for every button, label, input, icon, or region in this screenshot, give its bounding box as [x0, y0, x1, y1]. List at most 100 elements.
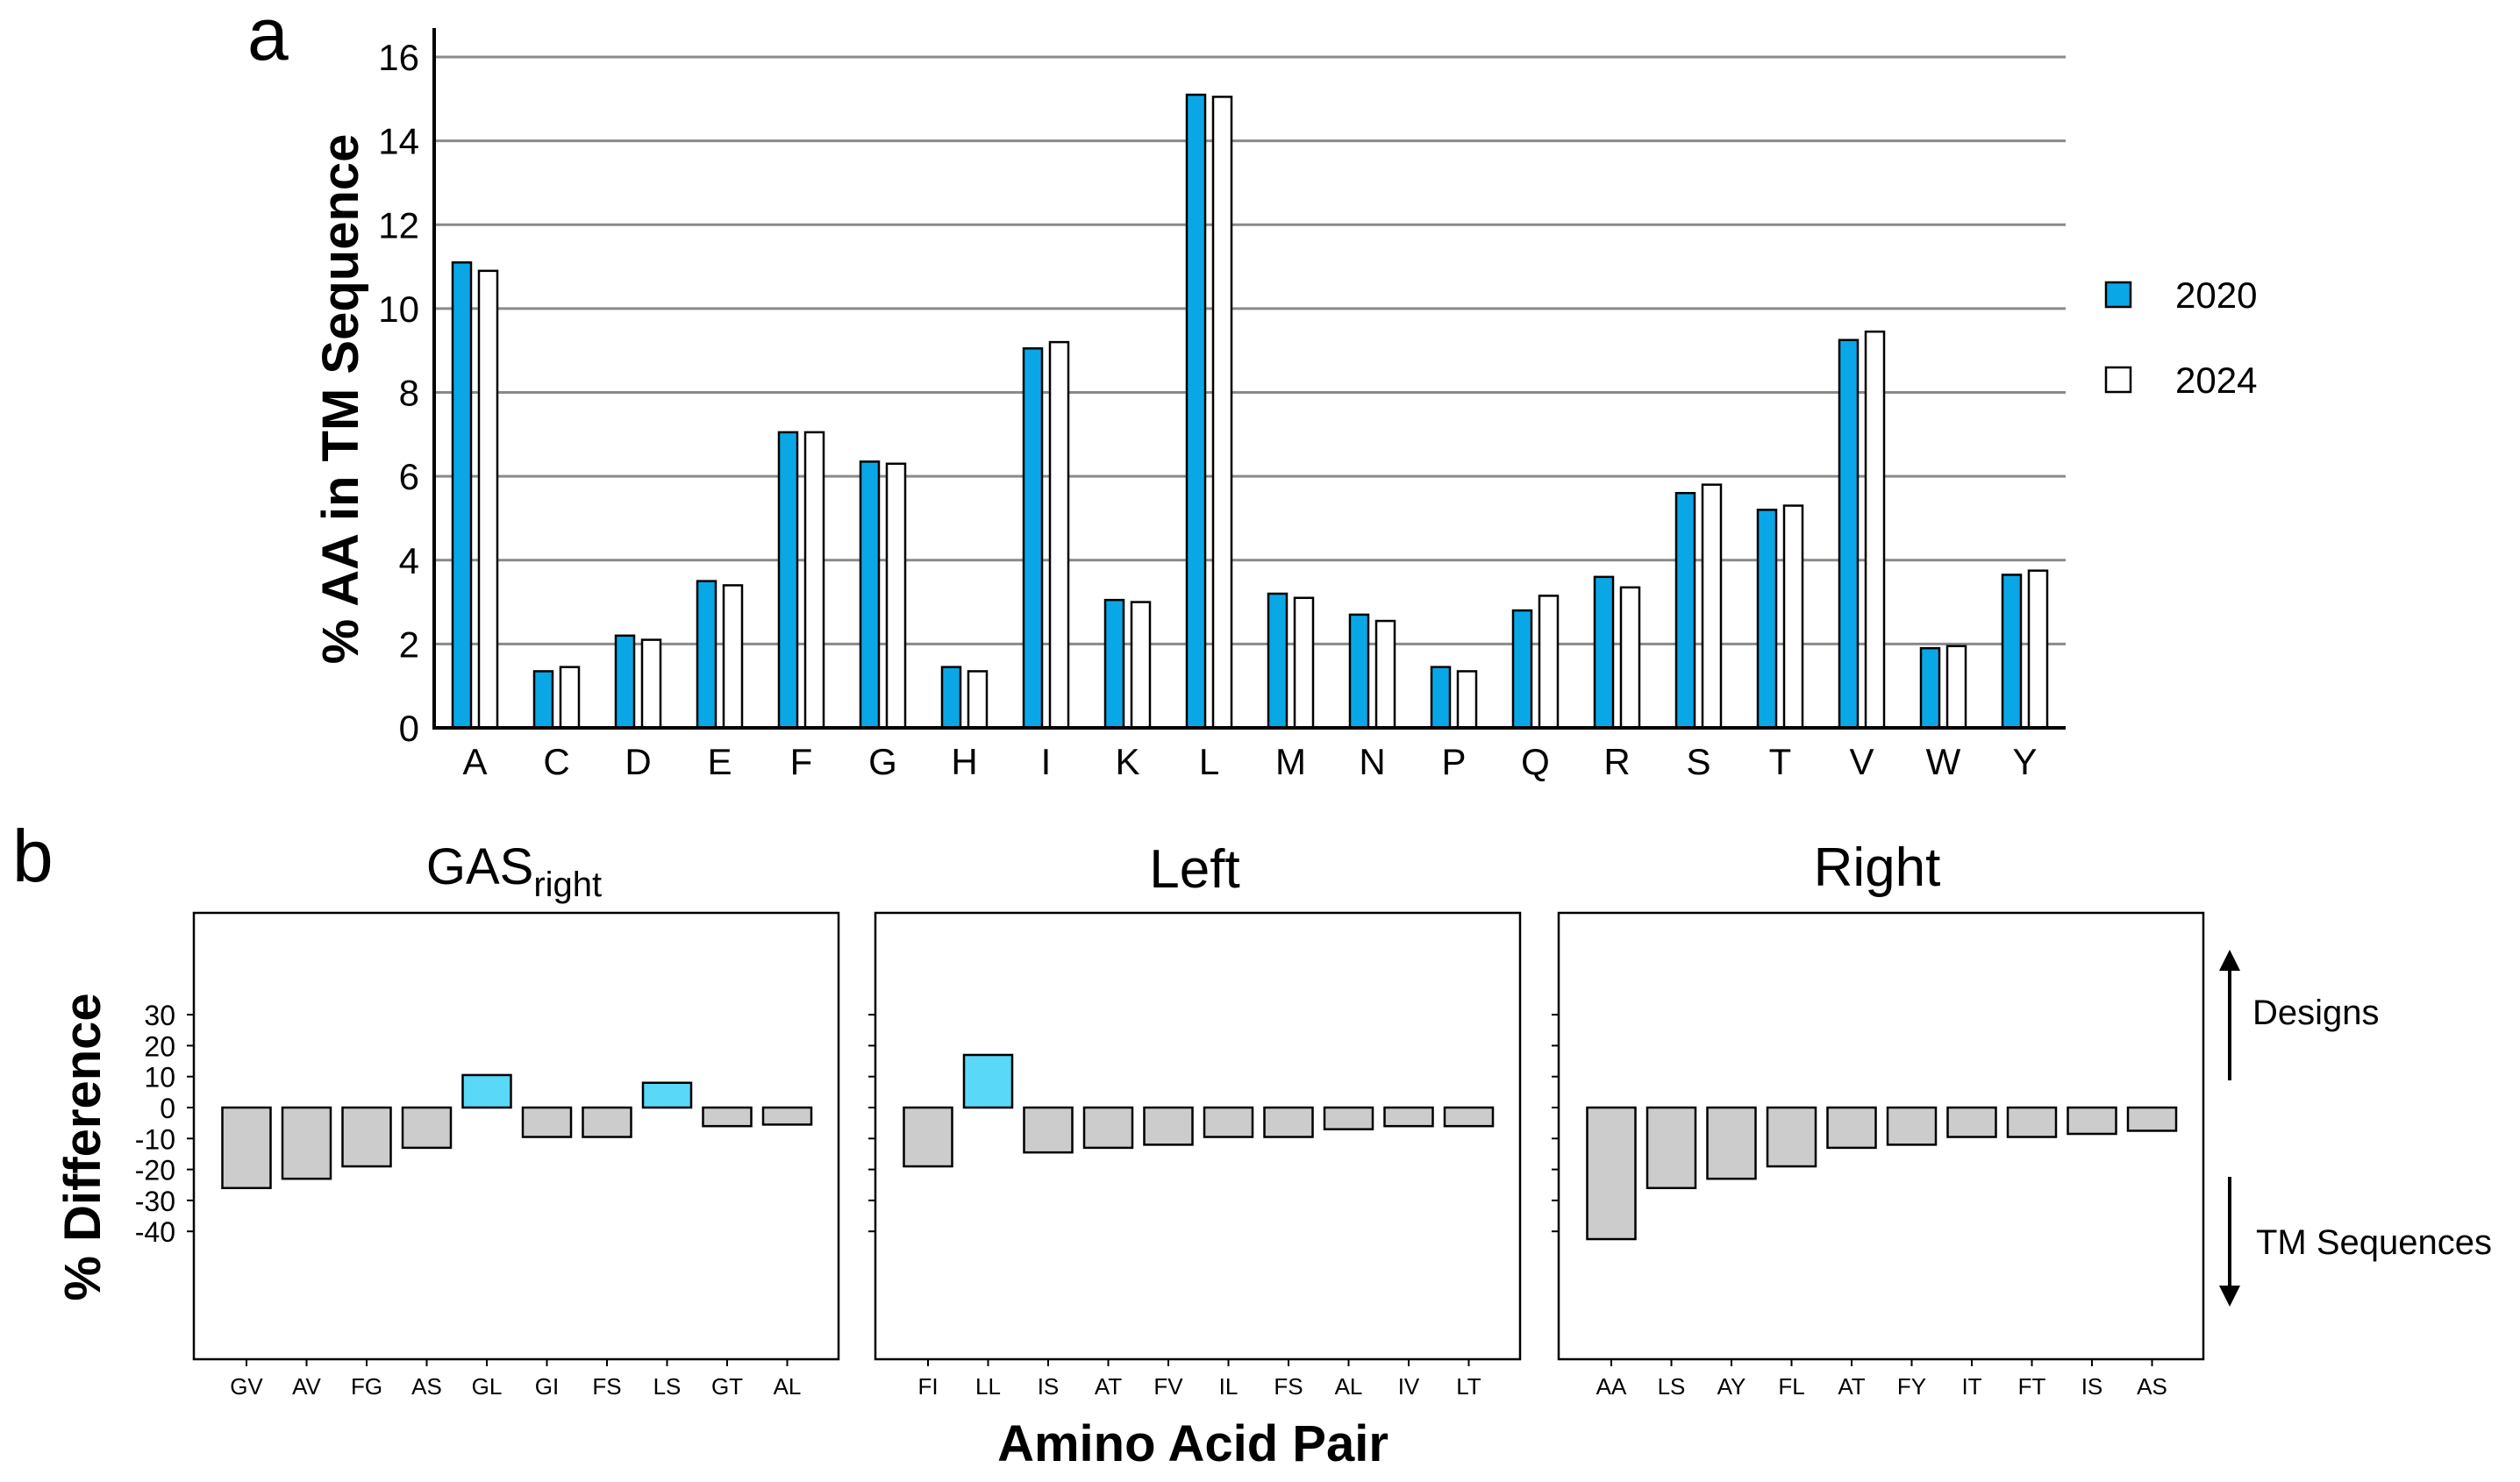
annotation-designs-label: Designs	[2252, 994, 2380, 1032]
x-tick-label-a: G	[868, 741, 897, 782]
bar-gasright-GI	[521, 1106, 573, 1138]
panel-b: b % Difference Amino Acid Pair GASright …	[12, 815, 2492, 1472]
x-tick-label-b: IL	[1219, 1373, 1239, 1400]
panel-b-label: b	[12, 815, 54, 897]
subplot-right-x-tick-labels: AA LS AY FL AT FY IT FT IS AS	[1596, 1359, 2167, 1400]
x-tick-label-b: FL	[1778, 1373, 1804, 1400]
x-tick-label-b: FV	[1153, 1373, 1183, 1400]
bar-2024-L	[1211, 96, 1233, 730]
bar-2020-M	[1267, 592, 1289, 730]
subplot-right-bars	[1586, 1106, 2178, 1241]
bar-gasright-FS	[582, 1106, 632, 1138]
y-tick-label-a: 16	[378, 37, 419, 78]
bar-2024-W	[1945, 645, 1967, 730]
x-tick-label-a: Q	[1521, 741, 1550, 782]
subplot-left-y-ticks	[868, 1014, 875, 1233]
bar-2024-R	[1619, 586, 1641, 730]
subplot-left-frame	[874, 911, 1522, 1361]
subplot-gas-right-bars	[221, 1073, 813, 1190]
x-tick-label-a: W	[1926, 741, 1961, 782]
bar-2020-W	[1919, 646, 1941, 730]
subplot-right-y-ticks	[1552, 1014, 1559, 1233]
x-tick-label-b: AY	[1717, 1373, 1746, 1400]
subplot-left: Left FI LL IS AT FV IL FS AL IV LT	[868, 839, 1522, 1400]
bar-left-AT	[1082, 1106, 1134, 1150]
x-tick-label-a: M	[1275, 741, 1306, 782]
y-tick-label-a: 14	[378, 121, 419, 162]
x-tick-label-b: IT	[1961, 1373, 1981, 1400]
bar-left-IL	[1203, 1106, 1254, 1138]
y-tick-label-b: 20	[144, 1030, 175, 1062]
bar-right-AY	[1706, 1106, 1757, 1180]
panel-a-bars	[451, 93, 2049, 730]
bar-left-FV	[1143, 1106, 1194, 1146]
x-tick-label-b: LS	[653, 1373, 682, 1400]
x-tick-label-b: AL	[1335, 1373, 1363, 1400]
bar-2020-P	[1430, 666, 1452, 730]
bar-2020-A	[451, 261, 473, 730]
x-tick-label-a: T	[1769, 741, 1792, 782]
y-tick-label-a: 2	[399, 623, 419, 665]
legend-swatch-2020	[2104, 281, 2132, 309]
bar-2020-H	[940, 666, 962, 730]
panel-a-y-axis-label: % AA in TM Sequence	[312, 134, 369, 665]
bar-2020-Q	[1511, 609, 1533, 730]
bar-left-FS	[1263, 1106, 1314, 1138]
x-tick-label-a: N	[1359, 741, 1385, 782]
x-tick-label-b: FG	[351, 1373, 382, 1400]
bar-2024-C	[559, 666, 581, 730]
bar-gasright-LS	[641, 1081, 693, 1109]
bar-2020-K	[1103, 598, 1125, 730]
y-tick-label-b: 30	[144, 1000, 175, 1031]
bar-2024-N	[1374, 619, 1396, 730]
panel-a-label: a	[247, 0, 289, 75]
y-tick-label-b: -20	[135, 1155, 175, 1186]
subplot-gas-right-x-tick-labels: GV AV FG AS GL GI FS LS GT AL	[230, 1359, 801, 1400]
x-tick-label-a: L	[1199, 741, 1219, 782]
annotation-tm-sequences-label: TM Sequences	[2256, 1223, 2492, 1262]
bar-gasright-GT	[702, 1106, 753, 1128]
subplot-title-gas-right: GASright	[426, 838, 602, 904]
bar-2024-P	[1456, 670, 1478, 730]
legend-label-2024: 2024	[2175, 360, 2257, 401]
bar-right-FL	[1766, 1106, 1817, 1168]
subplot-right: Right AA LS AY FL AT FY IT FT IS AS	[1552, 837, 2205, 1400]
bar-gasright-FG	[341, 1106, 392, 1168]
y-tick-label-a: 12	[378, 204, 419, 246]
bar-2020-F	[777, 431, 799, 730]
x-tick-label-a: E	[707, 741, 732, 782]
bar-left-LT	[1443, 1106, 1495, 1128]
bar-right-FT	[2006, 1106, 2058, 1138]
y-tick-label-b: -30	[135, 1186, 175, 1217]
annotation-designs: Designs	[2219, 950, 2380, 1080]
x-tick-label-b: GI	[535, 1373, 559, 1400]
x-tick-label-a: K	[1115, 741, 1139, 782]
panel-b-y-axis-label: % Difference	[54, 993, 111, 1300]
x-tick-label-b: AT	[1095, 1373, 1122, 1400]
bar-2020-L	[1185, 93, 1207, 730]
bar-2020-D	[614, 634, 636, 730]
x-tick-label-b: IS	[1038, 1373, 1060, 1400]
bar-2020-C	[532, 670, 554, 730]
bar-right-IS	[2067, 1106, 2117, 1136]
x-tick-label-a: R	[1603, 741, 1630, 782]
bar-gasright-AV	[281, 1106, 332, 1180]
x-tick-label-a: F	[790, 741, 813, 782]
x-tick-label-b: AA	[1596, 1373, 1627, 1400]
bar-2024-F	[803, 431, 825, 730]
x-tick-label-b: AL	[774, 1373, 802, 1400]
bar-2020-E	[696, 580, 717, 730]
x-tick-label-b: FT	[2018, 1373, 2046, 1400]
subplot-left-bars	[903, 1053, 1495, 1168]
bar-2024-K	[1130, 601, 1152, 730]
subplot-title-right: Right	[1814, 837, 1941, 898]
x-tick-label-a: P	[1441, 741, 1466, 782]
bar-gasright-GV	[221, 1106, 272, 1190]
x-tick-label-b: GL	[472, 1373, 503, 1400]
bar-gasright-AL	[761, 1106, 813, 1126]
x-tick-label-b: GT	[711, 1373, 743, 1400]
subplot-gas-right-frame	[192, 911, 840, 1361]
